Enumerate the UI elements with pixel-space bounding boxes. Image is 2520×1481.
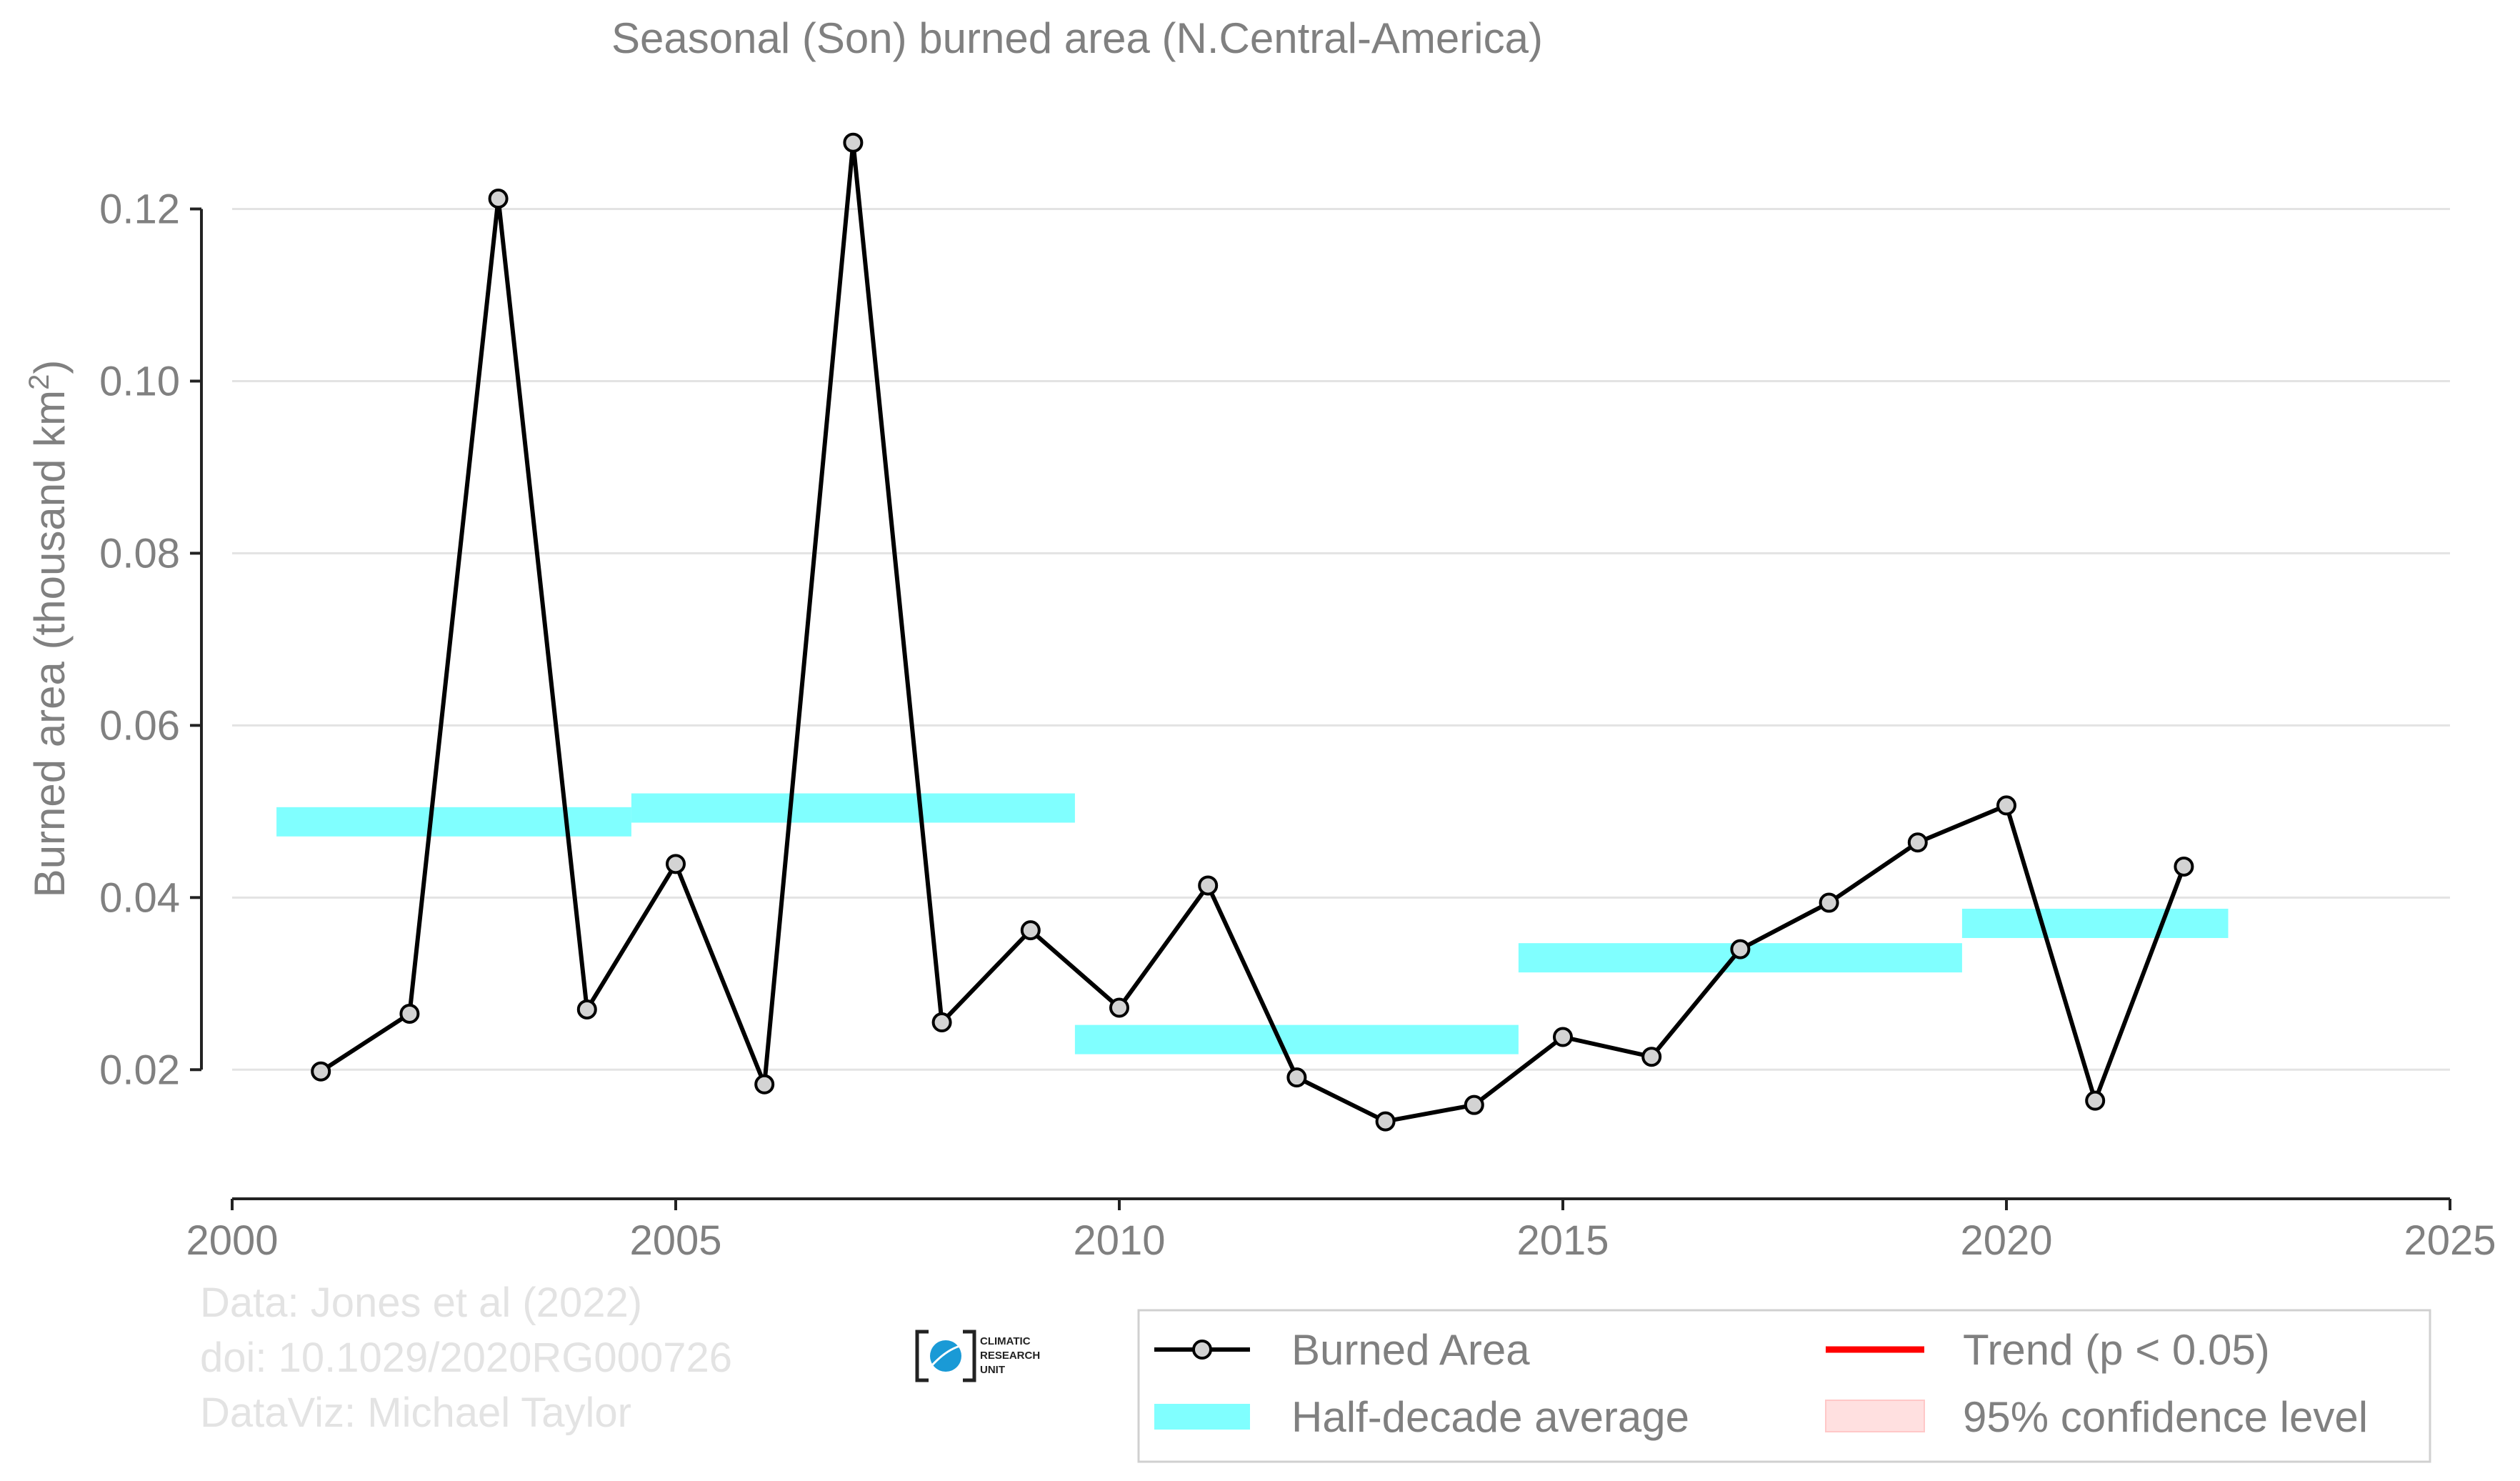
x-tick-label-3: 2015 [1516, 1217, 1609, 1264]
legend-label-trend: Trend (p < 0.05) [1963, 1326, 2270, 1374]
legend: Burned Area Half-decade average Trend (p… [1137, 1309, 2431, 1463]
x-tick-label-1: 2005 [629, 1217, 721, 1264]
data-point-2016 [1641, 1047, 1662, 1067]
legend-label-burned-area: Burned Area [1291, 1326, 1530, 1374]
half-decade-band-2 [1074, 1024, 1519, 1054]
logo-text-2: RESEARCH [980, 1350, 1040, 1362]
credit-doi: doi: 10.1029/2020RG000726 [200, 1335, 732, 1381]
y-tick-label-2: 0.06 [99, 702, 180, 749]
x-tick-label-4: 2020 [1960, 1217, 2052, 1264]
chart-title: Seasonal (Son) burned area (N.Central-Am… [611, 14, 1543, 62]
cru-logo: CLIMATIC RESEARCH UNIT [915, 1330, 1040, 1382]
half-decade-band-4 [1961, 908, 2229, 938]
data-point-2011 [1198, 875, 1219, 896]
data-point-2013 [1375, 1111, 1396, 1132]
half-decade-band-0 [276, 807, 631, 837]
burned-area-series [311, 132, 2194, 1132]
x-tick-label-0: 2000 [186, 1217, 278, 1264]
data-point-2012 [1286, 1067, 1307, 1088]
x-tick-label-5: 2025 [2404, 1217, 2496, 1264]
data-point-2014 [1464, 1094, 1484, 1115]
logo-globe-line-icon [930, 1345, 961, 1367]
legend-label-confidence: 95% confidence level [1963, 1393, 2368, 1441]
x-axis: 2000 2005 2010 2015 2020 2025 [186, 1197, 2496, 1264]
y-axis-label: Burned area (thousand km2) [24, 360, 74, 898]
grid-lines [232, 207, 2450, 1071]
data-point-2020 [1996, 795, 2016, 816]
credit-dataviz: DataViz: Michael Taylor [200, 1390, 631, 1436]
data-point-2018 [1819, 892, 1839, 913]
logo-globe-icon [930, 1340, 961, 1372]
data-point-2015 [1553, 1027, 1573, 1047]
y-tick-label-5: 0.12 [99, 186, 180, 232]
data-point-2001 [311, 1061, 331, 1082]
logo-bracket-icon [915, 1330, 976, 1382]
data-point-2005 [666, 854, 686, 874]
y-tick-label-1: 0.04 [99, 874, 180, 921]
legend-label-half-decade: Half-decade average [1291, 1393, 1689, 1441]
data-point-2003 [488, 189, 509, 209]
data-point-2017 [1730, 939, 1751, 959]
y-tick-label-0: 0.02 [99, 1047, 180, 1093]
credit-data-source: Data: Jones et al (2022) [200, 1280, 642, 1326]
y-tick-label-4: 0.10 [99, 358, 180, 404]
data-point-2021 [2085, 1090, 2106, 1111]
data-point-2007 [843, 132, 864, 153]
legend-confidence-swatch [1825, 1400, 1925, 1432]
data-point-2022 [2174, 856, 2194, 877]
y-axis-label-end: ) [26, 360, 74, 374]
series-line-0 [319, 140, 2186, 1124]
data-point-2008 [931, 1012, 952, 1033]
data-point-2010 [1109, 997, 1129, 1018]
data-point-2006 [754, 1074, 775, 1094]
logo-text-3: UNIT [980, 1364, 1005, 1376]
data-point-2019 [1907, 832, 1928, 853]
credits: Data: Jones et al (2022) doi: 10.1029/20… [200, 1280, 732, 1436]
logo-text-1: CLIMATIC [980, 1335, 1031, 1347]
legend-frame [1137, 1309, 2431, 1463]
y-axis: 0.02 0.04 0.06 0.08 0.10 0.12 [99, 186, 203, 1093]
x-tick-label-2: 2010 [1073, 1217, 1165, 1264]
data-point-2004 [576, 999, 597, 1019]
legend-burned-area-marker [1192, 1340, 1212, 1360]
data-point-2009 [1020, 920, 1041, 941]
y-axis-label-superscript: 2 [24, 374, 55, 390]
legend-half-decade-swatch [1154, 1404, 1250, 1430]
half-decade-band-1 [631, 793, 1075, 823]
data-point-2002 [399, 1003, 420, 1024]
y-tick-label-3: 0.08 [99, 530, 180, 577]
